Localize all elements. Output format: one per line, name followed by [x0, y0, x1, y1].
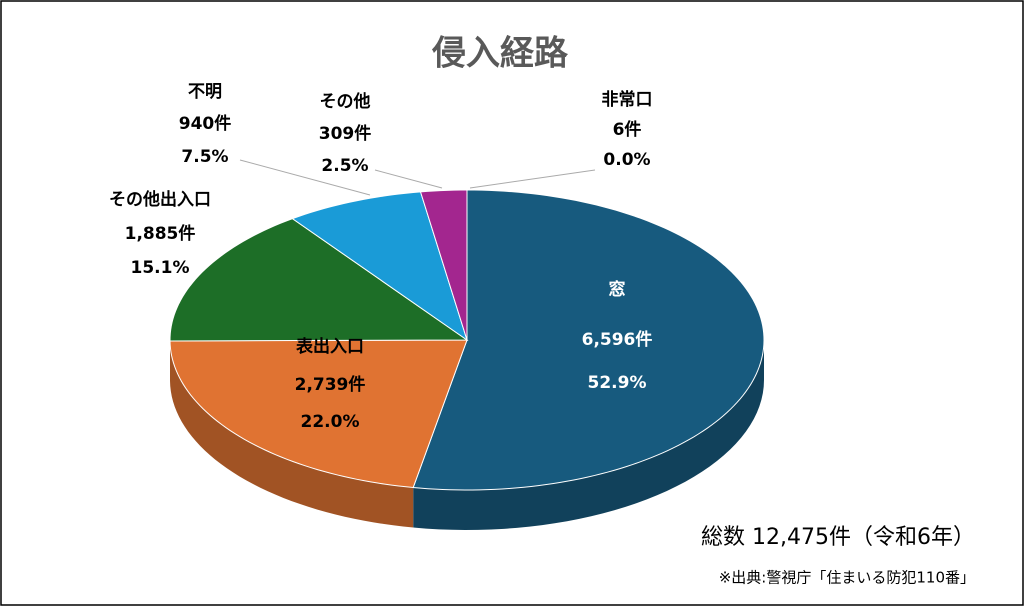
- category-label: 表出入口: [296, 336, 364, 357]
- category-label: 非常口: [602, 89, 653, 110]
- value-label: 52.9%: [588, 373, 647, 393]
- value-label: 2.5%: [321, 156, 368, 176]
- pie: [169, 189, 765, 530]
- leader-line: [469, 169, 596, 189]
- value-label: 22.0%: [301, 412, 360, 432]
- category-label: その他出入口: [109, 189, 211, 210]
- slice: [412, 189, 765, 491]
- slice-side: [413, 340, 764, 530]
- source: ※出典:警視庁「住まいる防犯110番」: [719, 569, 975, 587]
- chart-title: 侵入経路: [431, 34, 569, 74]
- slice: [169, 339, 468, 489]
- count-label: 940件: [179, 113, 232, 134]
- total: 総数 12,475件（令和6年）: [701, 525, 975, 550]
- leader-line: [374, 169, 443, 189]
- slice: [169, 218, 469, 342]
- category-label: 不明: [188, 82, 222, 102]
- slice-side: [170, 340, 414, 528]
- count-label: 1,885件: [125, 223, 196, 244]
- slice: [419, 189, 468, 341]
- count-label: 6件: [613, 119, 642, 140]
- value-label: 15.1%: [131, 258, 190, 278]
- count-label: 6,596件: [582, 329, 653, 350]
- leader-line: [239, 159, 371, 196]
- category-label: その他: [320, 91, 371, 112]
- labels: 窓 6,596件 52.9% 表出入口 2,739件 22.0% その他出入口 1,885件 1…: [109, 82, 653, 432]
- slice: [291, 191, 468, 342]
- count-label: 309件: [319, 123, 372, 144]
- category-label: 窓: [609, 279, 626, 300]
- count-label: 2,739件: [295, 374, 366, 395]
- value-label: 0.0%: [603, 150, 650, 170]
- value-label: 7.5%: [181, 147, 228, 167]
